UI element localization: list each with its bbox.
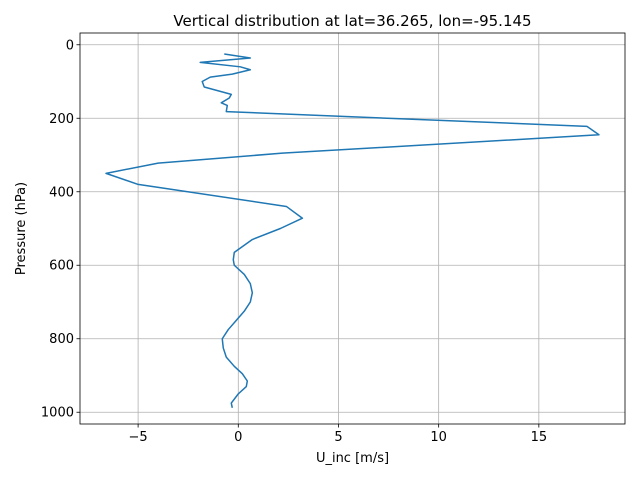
- y-tick-label: 600: [49, 259, 74, 274]
- y-tick-label: 400: [49, 185, 74, 200]
- chart-title: Vertical distribution at lat=36.265, lon…: [173, 12, 531, 30]
- y-tick-label: 800: [49, 332, 74, 347]
- y-axis-label: Pressure (hPa): [14, 182, 29, 275]
- y-tick-label: 200: [49, 112, 74, 127]
- axes-frame: [79, 32, 626, 425]
- x-axis-label: U_inc [m/s]: [316, 451, 389, 466]
- x-tick-label: 5: [334, 430, 342, 445]
- tick-marks: −5 0 5 10 15 0 200 400 600 800 1000: [41, 38, 547, 445]
- x-tick-label: 0: [234, 430, 242, 445]
- x-tick-label: 15: [531, 430, 548, 445]
- y-tick-label: 1000: [41, 406, 74, 421]
- grid-lines: [80, 33, 625, 424]
- plot-area: [105, 53, 600, 408]
- x-tick-label: 10: [430, 430, 447, 445]
- y-tick-label: 0: [66, 38, 74, 53]
- series-line: [105, 53, 600, 408]
- x-tick-label: −5: [129, 430, 148, 445]
